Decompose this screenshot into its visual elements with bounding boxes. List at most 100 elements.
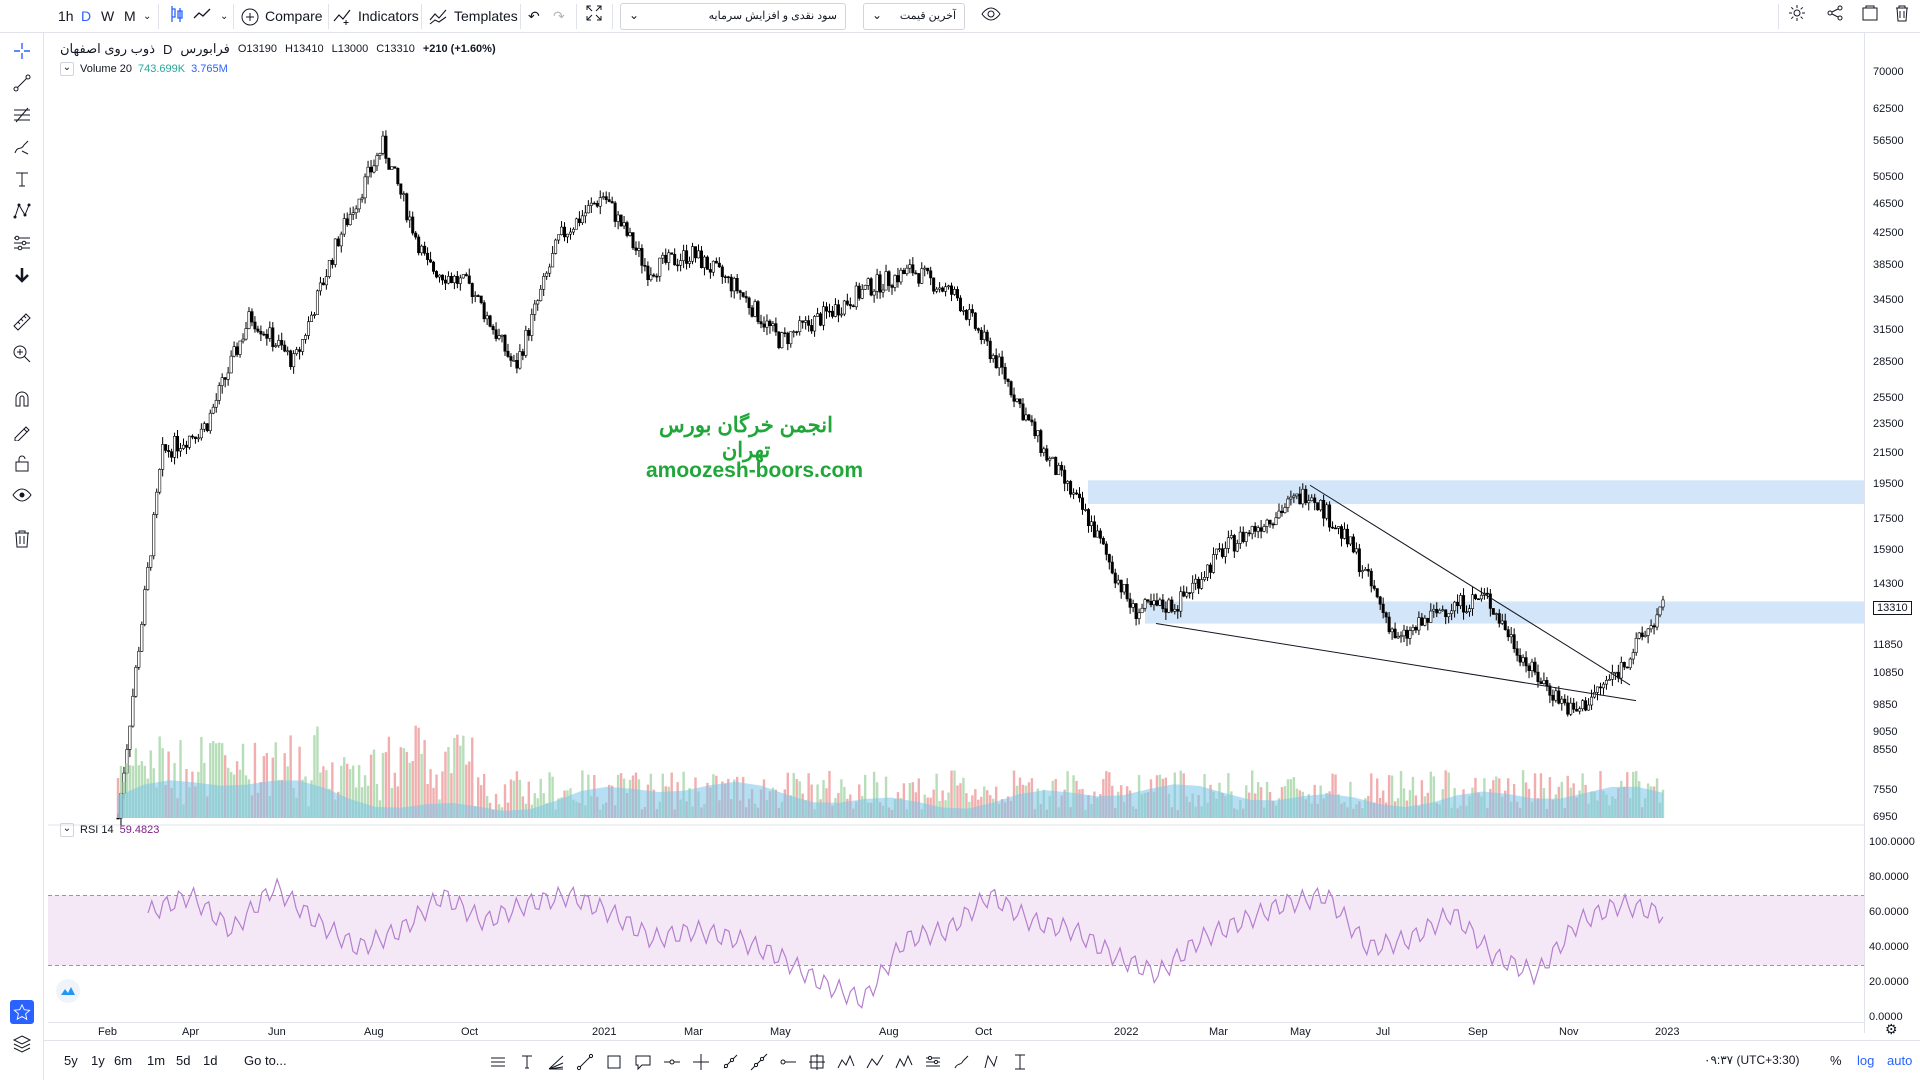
rsi-band — [48, 895, 1864, 966]
range-5d[interactable]: 5d — [176, 1053, 191, 1068]
gear-icon[interactable] — [1788, 4, 1806, 29]
callout-icon[interactable] — [629, 1050, 657, 1074]
clock-timezone[interactable]: ۰۹:۳۷ (UTC+3:30) — [1704, 1053, 1800, 1067]
line-style-icon[interactable] — [192, 4, 212, 29]
range-1m[interactable]: 1m — [147, 1053, 166, 1068]
volume-bar — [816, 784, 819, 818]
range-6m[interactable]: 6m — [114, 1053, 133, 1068]
range-1y[interactable]: 1y — [91, 1053, 105, 1068]
candle — [1530, 658, 1534, 678]
eye-icon[interactable] — [981, 4, 1001, 29]
redo-icon[interactable]: ↷ — [553, 8, 565, 24]
candle — [607, 192, 611, 203]
rectangle-icon[interactable] — [600, 1050, 628, 1074]
elliott-wave-icon[interactable] — [832, 1050, 860, 1074]
candle — [327, 259, 331, 279]
object-tree-icon[interactable] — [10, 1032, 34, 1056]
percent-toggle[interactable]: % — [1830, 1053, 1842, 1068]
time-axis[interactable]: Feb Apr Jun Aug Oct 2021 Mar May Aug Oct 2022 Mar Ma… — [48, 1022, 1864, 1040]
price-axis[interactable]: 70000 62500 56500 50500 46500 42500 38500 34500… — [1864, 33, 1920, 1037]
interval-dropdown-icon[interactable]: ⌄ — [143, 11, 152, 22]
compare-button[interactable]: Compare — [241, 4, 323, 29]
goto-button[interactable]: Go to... — [244, 1053, 287, 1068]
volume-bar — [983, 786, 986, 818]
forecast-icon[interactable] — [919, 1050, 947, 1074]
price-source-dropdown[interactable]: ⌄ آخرین قیمت — [863, 3, 965, 30]
chart-area[interactable]: ذوب روی اصفهان D فرابورس O13190 H13410 L… — [48, 33, 1864, 1033]
price-range-icon[interactable] — [1006, 1050, 1034, 1074]
fib-retracement-icon[interactable] — [10, 103, 34, 127]
candle — [878, 270, 882, 299]
style-dropdown-icon[interactable]: ⌄ — [220, 11, 229, 22]
candle — [655, 273, 659, 282]
trendline-icon[interactable] — [10, 71, 34, 95]
favorites-star-icon[interactable] — [10, 1000, 34, 1024]
trash-icon[interactable] — [1894, 4, 1910, 29]
grid-frame-icon[interactable] — [803, 1050, 831, 1074]
volume-bar — [369, 754, 373, 818]
cross-line-icon[interactable] — [687, 1050, 715, 1074]
unlock-icon[interactable] — [10, 451, 34, 475]
pattern-icon[interactable] — [10, 199, 34, 223]
horizontal-ray-icon[interactable] — [484, 1050, 512, 1074]
crosshair-icon[interactable] — [10, 39, 34, 63]
price-chart[interactable] — [48, 33, 1864, 1033]
brush-icon[interactable] — [10, 135, 34, 159]
candle — [780, 331, 784, 349]
interval-1h[interactable]: 1h — [58, 8, 74, 24]
snapshot-icon[interactable] — [1861, 4, 1879, 29]
candle — [1646, 627, 1650, 644]
dividend-adjust-dropdown[interactable]: ⌄ سود نقدی و افزایش سرمایه — [620, 3, 846, 30]
fib-fan-icon[interactable] — [542, 1050, 570, 1074]
undo-icon[interactable]: ↶ — [528, 8, 540, 24]
abcde-pattern-icon[interactable] — [890, 1050, 918, 1074]
text-tool-icon[interactable] — [513, 1050, 541, 1074]
interval-w[interactable]: W — [101, 8, 115, 24]
horizontal-segment-icon[interactable] — [774, 1050, 802, 1074]
volume-bar — [218, 742, 221, 818]
interval-m[interactable]: M — [124, 8, 136, 24]
share-icon[interactable] — [1826, 4, 1844, 29]
collapse-toggle-icon[interactable]: ⌄ — [60, 823, 74, 837]
trash-icon[interactable] — [10, 527, 34, 551]
candle-style-icon[interactable] — [168, 4, 186, 29]
zoom-in-icon[interactable] — [10, 342, 34, 366]
extended-line-icon[interactable] — [745, 1050, 773, 1074]
volume-bar — [343, 757, 346, 818]
log-toggle[interactable]: log — [1857, 1053, 1875, 1068]
ray-icon[interactable] — [716, 1050, 744, 1074]
candle — [589, 197, 593, 213]
indicators-button[interactable]: Indicators — [332, 4, 419, 29]
volume-bar — [872, 771, 876, 818]
volume-bar — [456, 734, 459, 818]
pattern-icon[interactable] — [977, 1050, 1005, 1074]
eye-icon[interactable] — [10, 483, 34, 507]
arrow-down-icon[interactable] — [10, 263, 34, 287]
prediction-icon[interactable] — [10, 231, 34, 255]
brush-icon[interactable] — [948, 1050, 976, 1074]
candle — [289, 349, 293, 370]
fullscreen-icon[interactable] — [585, 4, 603, 29]
auto-toggle[interactable]: auto — [1887, 1053, 1913, 1068]
candle — [527, 327, 531, 341]
lock-drawing-icon[interactable] — [10, 419, 34, 443]
collapse-toggle-icon[interactable]: ⌄ — [60, 62, 74, 76]
volume-bar — [212, 740, 215, 818]
interval-d[interactable]: D — [81, 8, 92, 24]
tradingview-logo-icon[interactable] — [56, 979, 80, 1003]
axis-settings-gear-icon[interactable]: ⚙ — [1885, 1021, 1898, 1037]
trendline-icon[interactable] — [571, 1050, 599, 1074]
candle — [1598, 682, 1602, 696]
ruler-icon[interactable] — [10, 310, 34, 334]
text-tool-icon[interactable] — [10, 167, 34, 191]
range-1d[interactable]: 1d — [203, 1053, 218, 1068]
templates-button[interactable]: Templates — [428, 4, 518, 29]
range-5y[interactable]: 5y — [64, 1053, 78, 1068]
horizontal-line-icon[interactable] — [658, 1050, 686, 1074]
abc-pattern-icon[interactable] — [861, 1050, 889, 1074]
candle — [173, 432, 177, 465]
symbol-name[interactable]: ذوب روی اصفهان — [60, 41, 155, 56]
magnet-icon[interactable] — [10, 387, 34, 411]
volume-bar — [935, 773, 938, 818]
candle — [324, 269, 328, 290]
